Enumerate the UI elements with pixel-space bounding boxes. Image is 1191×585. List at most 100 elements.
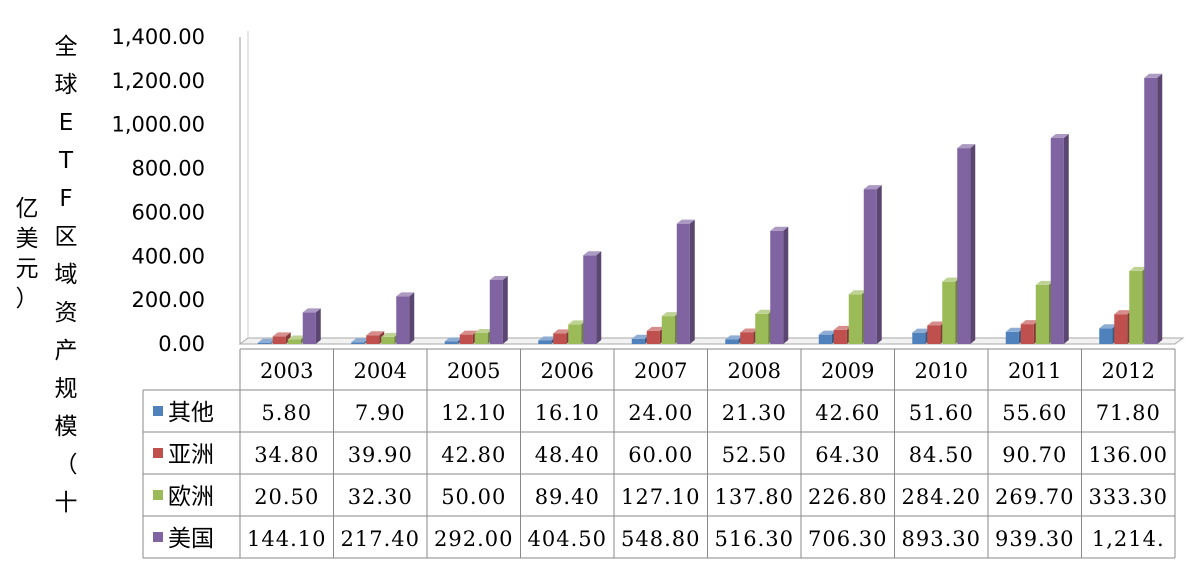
bar-side	[970, 144, 976, 344]
bar-front	[583, 255, 597, 344]
bar-top	[818, 330, 837, 335]
bar-top	[1114, 310, 1133, 315]
bar-front	[459, 334, 473, 344]
bar	[272, 332, 291, 344]
bar-side	[502, 275, 508, 344]
bar	[676, 219, 695, 344]
bar-top	[927, 321, 946, 326]
y-axis-label-char: ）	[16, 286, 39, 312]
legend-swatch	[153, 448, 163, 458]
y-axis-label-char: （	[55, 452, 78, 478]
bar	[1050, 134, 1069, 344]
bar	[396, 292, 415, 344]
x-tick-label: 2006	[541, 359, 594, 383]
y-axis-label-char: 域	[55, 262, 78, 288]
bars-group	[257, 73, 1163, 344]
y-tick-label: 1,400.00	[111, 25, 205, 49]
data-label: 89.40	[535, 485, 600, 509]
y-axis-label-char: 资	[55, 300, 78, 326]
bar-front	[863, 189, 877, 344]
bar-top	[553, 329, 572, 334]
data-label: 12.10	[441, 401, 506, 425]
bar-top	[538, 336, 557, 341]
x-tick-label: 2003	[260, 359, 313, 383]
bar	[489, 275, 508, 344]
data-label: 404.50	[528, 527, 607, 551]
bar-front	[272, 336, 286, 344]
bar	[583, 251, 602, 344]
bar-top	[631, 334, 650, 339]
bar	[770, 226, 789, 344]
data-label: 32.30	[348, 485, 413, 509]
bar-side	[315, 308, 321, 344]
data-label: 284.20	[902, 485, 981, 509]
bar-top	[351, 338, 370, 343]
bar-top	[287, 335, 306, 340]
y-axis-label-char: 元	[16, 256, 39, 282]
x-tick-label: 2005	[447, 359, 500, 383]
x-tick-label: 2009	[821, 359, 874, 383]
data-label: 64.30	[815, 443, 880, 467]
bar-front	[770, 230, 784, 344]
bar-top	[444, 337, 463, 342]
bar-front	[287, 339, 301, 344]
x-tick-label: 2008	[728, 359, 781, 383]
legend-label: 欧洲	[168, 484, 214, 510]
axis-labels: 0.00 200.00 400.00 600.00 800.00 1,000.00 1,20…	[16, 25, 206, 516]
bar-front	[302, 312, 316, 344]
bar-front	[1129, 270, 1143, 344]
bar-front	[553, 333, 567, 344]
data-label: 269.70	[995, 485, 1074, 509]
bar-top	[1020, 320, 1039, 325]
bar-top	[302, 308, 321, 313]
bar-front	[740, 332, 754, 344]
legend-swatch	[153, 532, 163, 542]
bar-top	[646, 326, 665, 331]
data-label: 84.50	[909, 443, 974, 467]
bar	[863, 185, 882, 344]
bar-front	[725, 339, 739, 344]
data-label: 127.10	[621, 485, 700, 509]
bar-top	[459, 330, 478, 335]
bar-front	[351, 342, 365, 344]
y-axis-label-char: 全	[55, 34, 78, 60]
bar-front	[1005, 331, 1019, 344]
bar	[1144, 73, 1163, 344]
data-label: 21.30	[722, 401, 787, 425]
bar-top	[1005, 327, 1024, 332]
y-axis-label-char: 十	[55, 490, 78, 516]
x-tick-label: 2004	[354, 359, 407, 383]
bar-front	[848, 294, 862, 344]
bar-side	[689, 219, 695, 344]
y-axis-label-char: 美	[16, 226, 39, 252]
bar-top	[1144, 73, 1163, 78]
bar-top	[474, 329, 493, 334]
bar-top	[272, 332, 291, 337]
data-label: 51.60	[909, 401, 974, 425]
legend-swatch	[153, 406, 163, 416]
data-label: 5.80	[261, 401, 312, 425]
bar	[302, 308, 321, 344]
bar-top	[583, 251, 602, 256]
bar-top	[257, 338, 276, 343]
bar-front	[927, 325, 941, 344]
y-axis-label-char: T	[58, 148, 74, 174]
y-axis-label-outer: 亿美元 ）	[16, 196, 39, 312]
bar-front	[912, 332, 926, 344]
legend-label: 其他	[168, 400, 214, 426]
x-tick-label: 2010	[915, 359, 968, 383]
data-label: 706.30	[808, 527, 887, 551]
bar-front	[957, 148, 971, 344]
bar-front	[661, 316, 675, 344]
bar-top	[366, 331, 385, 336]
data-label: 20.50	[254, 485, 319, 509]
bar-front	[942, 281, 956, 344]
y-axis-label-char: 亿	[16, 196, 39, 222]
bar-front	[1050, 138, 1064, 344]
bar-top	[489, 275, 508, 280]
bar-side	[1063, 134, 1069, 344]
y-axis-label-char: 模	[55, 414, 78, 440]
data-label: 893.30	[902, 527, 981, 551]
bar-top	[725, 335, 744, 340]
bar-top	[755, 309, 774, 314]
